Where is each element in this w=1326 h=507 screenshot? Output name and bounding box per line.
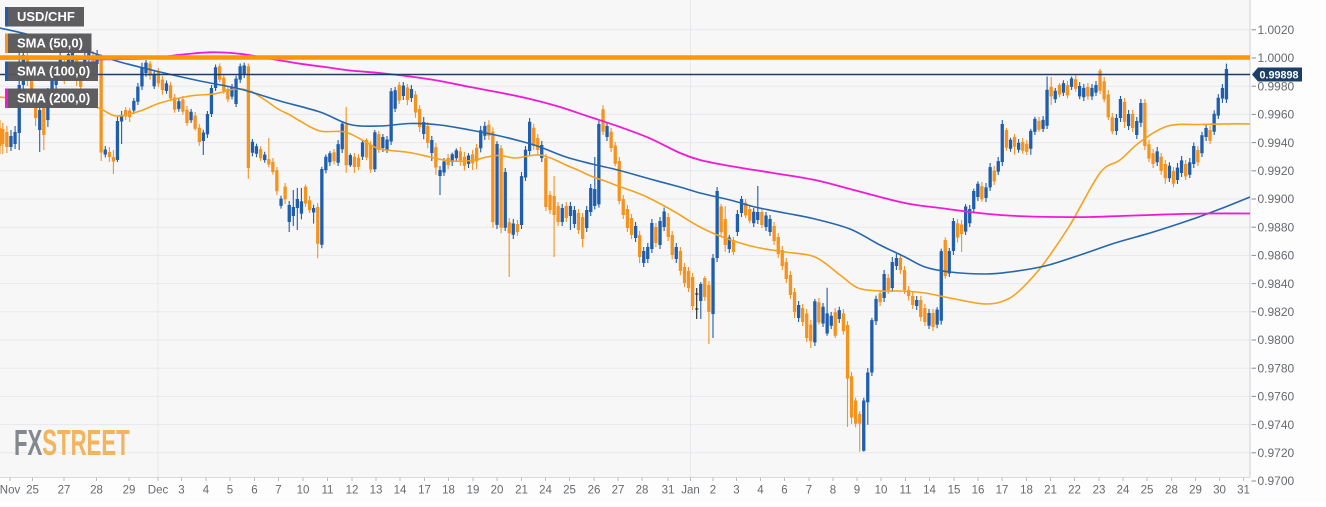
svg-text:7: 7: [806, 485, 812, 497]
svg-text:8: 8: [830, 485, 836, 497]
svg-text:27: 27: [612, 485, 625, 497]
svg-text:0.9740: 0.9740: [1258, 418, 1295, 432]
svg-text:19: 19: [467, 485, 480, 497]
svg-text:0.9940: 0.9940: [1258, 136, 1295, 150]
svg-text:24: 24: [539, 485, 552, 497]
svg-text:0.9880: 0.9880: [1258, 220, 1295, 234]
svg-text:31: 31: [1237, 485, 1250, 497]
svg-text:0.9820: 0.9820: [1258, 305, 1295, 319]
svg-text:22: 22: [1068, 485, 1081, 497]
svg-text:0.9700: 0.9700: [1258, 474, 1295, 488]
svg-text:24: 24: [1117, 485, 1130, 497]
svg-text:11: 11: [322, 485, 334, 497]
svg-text:Nov: Nov: [0, 485, 20, 497]
svg-text:SMA (50,0): SMA (50,0): [17, 36, 83, 51]
svg-text:0.9960: 0.9960: [1258, 108, 1295, 122]
svg-text:21: 21: [515, 485, 528, 497]
svg-text:14: 14: [394, 485, 407, 497]
svg-text:10: 10: [875, 485, 888, 497]
svg-text:16: 16: [972, 485, 985, 497]
svg-text:30: 30: [1213, 485, 1226, 497]
svg-text:Jan: Jan: [681, 485, 700, 497]
svg-text:0.9860: 0.9860: [1258, 249, 1295, 263]
svg-text:20: 20: [491, 485, 504, 497]
svg-text:23: 23: [1093, 485, 1106, 497]
svg-text:FXSTREET: FXSTREET: [14, 424, 130, 464]
svg-text:SMA (100,0): SMA (100,0): [17, 64, 90, 79]
svg-text:1.0000: 1.0000: [1258, 51, 1295, 65]
svg-text:28: 28: [90, 485, 103, 497]
svg-text:5: 5: [227, 485, 233, 497]
svg-text:31: 31: [662, 485, 675, 497]
svg-text:10: 10: [297, 485, 310, 497]
svg-text:0.9720: 0.9720: [1258, 446, 1295, 460]
svg-text:USD/CHF: USD/CHF: [17, 9, 75, 24]
svg-text:25: 25: [26, 485, 39, 497]
svg-text:25: 25: [1141, 485, 1154, 497]
svg-text:3: 3: [178, 485, 184, 497]
svg-text:SMA (200,0): SMA (200,0): [17, 91, 90, 106]
svg-text:29: 29: [123, 485, 136, 497]
svg-text:0.99898: 0.99898: [1260, 70, 1299, 82]
svg-text:0.9800: 0.9800: [1258, 333, 1295, 347]
svg-text:15: 15: [948, 485, 961, 497]
svg-text:9: 9: [854, 485, 860, 497]
svg-text:0.9840: 0.9840: [1258, 277, 1295, 291]
svg-text:27: 27: [58, 485, 71, 497]
svg-text:7: 7: [275, 485, 281, 497]
svg-text:4: 4: [203, 485, 210, 497]
svg-text:0.9980: 0.9980: [1258, 79, 1295, 93]
svg-text:18: 18: [1020, 485, 1033, 497]
svg-text:17: 17: [996, 485, 1009, 497]
svg-text:25: 25: [563, 485, 576, 497]
svg-text:6: 6: [781, 485, 787, 497]
svg-text:6: 6: [251, 485, 257, 497]
svg-text:17: 17: [418, 485, 431, 497]
svg-text:12: 12: [346, 485, 359, 497]
svg-text:13: 13: [370, 485, 383, 497]
svg-text:28: 28: [1165, 485, 1178, 497]
svg-text:29: 29: [1189, 485, 1202, 497]
svg-text:28: 28: [636, 485, 649, 497]
svg-text:18: 18: [442, 485, 455, 497]
svg-text:4: 4: [757, 485, 764, 497]
svg-text:0.9920: 0.9920: [1258, 164, 1295, 178]
svg-text:14: 14: [923, 485, 936, 497]
svg-text:0.9900: 0.9900: [1258, 192, 1295, 206]
svg-text:26: 26: [588, 485, 601, 497]
svg-text:3: 3: [733, 485, 739, 497]
svg-text:0.9760: 0.9760: [1258, 390, 1295, 404]
svg-text:1.0020: 1.0020: [1258, 23, 1295, 37]
svg-text:11: 11: [900, 485, 912, 497]
svg-text:Dec: Dec: [148, 485, 169, 497]
svg-text:2: 2: [710, 485, 716, 497]
svg-text:21: 21: [1044, 485, 1057, 497]
svg-text:0.9780: 0.9780: [1258, 361, 1295, 375]
